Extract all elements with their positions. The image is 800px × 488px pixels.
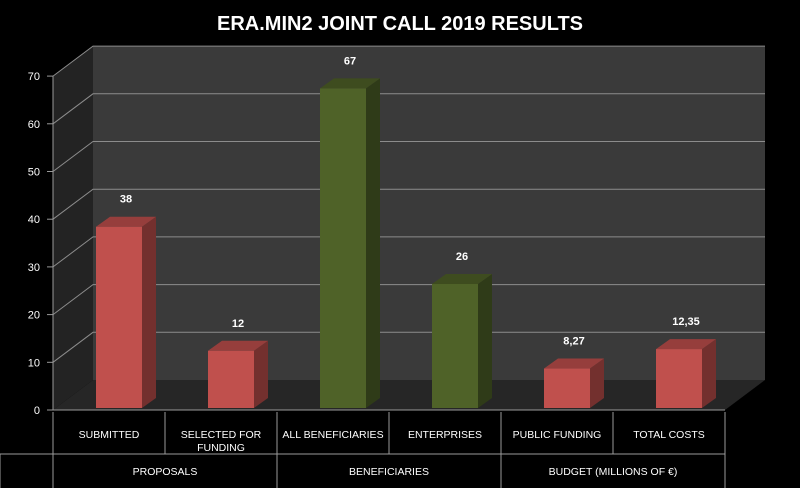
x-tick-label-submitted: SUBMITTED	[79, 429, 140, 441]
gridline	[52, 284, 765, 316]
bar-front	[208, 350, 254, 408]
bar-side	[142, 216, 156, 408]
bars: 38 12 67 26 8,27 12,35	[96, 55, 716, 408]
bar-side	[254, 340, 268, 408]
bar-front	[544, 368, 590, 408]
y-axis: 0 10 20 30 40 50 60 70	[28, 71, 54, 417]
bar-all-beneficiaries: 67	[320, 55, 380, 408]
back-wall	[93, 46, 765, 380]
bar-top	[320, 78, 380, 89]
side-wall	[53, 46, 93, 410]
x-tick-label-all-beneficiaries: ALL BENEFICIARIES	[282, 429, 383, 441]
y-tick-label: 50	[28, 167, 40, 179]
bar-front	[656, 349, 702, 408]
y-tick-label: 40	[28, 214, 40, 226]
group-label-proposals: PROPOSALS	[133, 466, 198, 478]
chart-title: ERA.MIN2 JOINT CALL 2019 RESULTS	[217, 13, 583, 35]
group-label-budget-millions-of: BUDGET (MILLIONS OF €)	[549, 466, 678, 478]
data-label: 8,27	[563, 336, 584, 348]
gridline	[52, 45, 765, 77]
x-tick-label-total-costs: TOTAL COSTS	[633, 429, 705, 441]
bar-submitted: 38	[96, 194, 156, 408]
y-tick-label: 60	[28, 119, 40, 131]
bar-side	[366, 78, 380, 408]
bar-top	[96, 216, 156, 227]
bar-front	[432, 283, 478, 408]
y-tick-label: 30	[28, 262, 40, 274]
group-label-beneficiaries: BENEFICIARIES	[349, 466, 429, 478]
bar-selected-for-funding: 12	[208, 318, 268, 408]
bar-side	[702, 339, 716, 408]
y-tick-label: 0	[34, 405, 40, 417]
x-tick-label-selected-for-funding: SELECTED FOR FUNDING	[181, 429, 262, 454]
bar-top	[656, 339, 716, 350]
gridline	[52, 93, 765, 125]
y-tick-label: 20	[28, 310, 40, 322]
data-label: 12	[232, 318, 244, 330]
bar-enterprises: 26	[432, 251, 492, 408]
data-label: 67	[344, 55, 356, 67]
y-tick-label: 70	[28, 71, 40, 83]
bar-front	[96, 226, 142, 408]
gridline	[52, 236, 765, 268]
bar-top	[432, 273, 492, 284]
bar-top	[208, 340, 268, 351]
bar-front	[320, 88, 366, 408]
gridline	[52, 188, 765, 220]
x-tick-label-public-funding: PUBLIC FUNDING	[513, 429, 602, 441]
data-label: 12,35	[672, 316, 700, 328]
bar-side	[590, 358, 604, 408]
data-label: 38	[120, 194, 132, 206]
x-tick-label-enterprises: ENTERPRISES	[408, 429, 482, 441]
bar-public-funding: 8,27	[544, 336, 604, 408]
data-label: 26	[456, 251, 468, 263]
gridline	[52, 141, 765, 172]
bar-top	[544, 358, 604, 369]
gridline	[52, 331, 765, 363]
y-tick-label: 10	[28, 357, 40, 369]
bar-side	[478, 273, 492, 408]
x-axis: SUBMITTED SELECTED FOR FUNDING ALL BENEFICI…	[0, 409, 726, 488]
gridlines	[52, 45, 765, 363]
bar-total-costs: 12,35	[656, 316, 716, 408]
